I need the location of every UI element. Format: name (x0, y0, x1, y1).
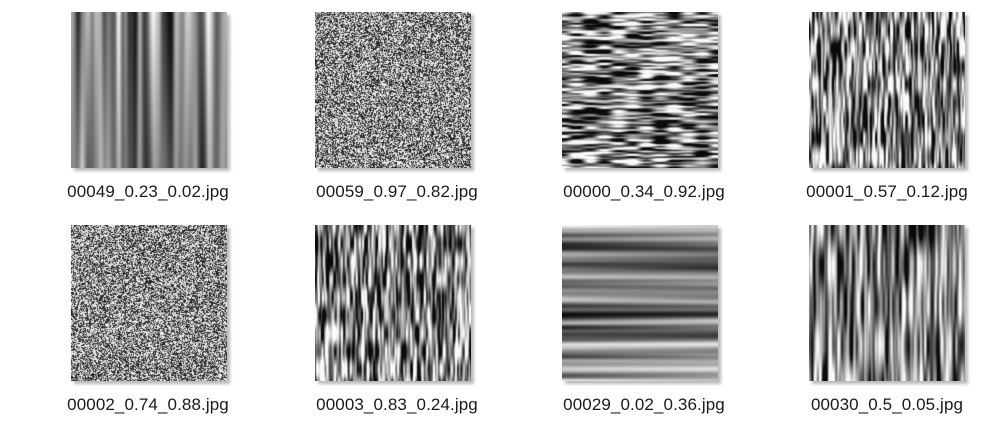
image-thumbnail (71, 225, 227, 381)
image-thumbnail (809, 225, 965, 381)
thumbnail-canvas (809, 12, 965, 168)
thumbnail-canvas (71, 225, 227, 381)
file-name: 00002_0.74_0.88.jpg (67, 395, 229, 414)
file-tile[interactable]: 00001_0.57_0.12.jpg (772, 12, 1002, 222)
file-name: 00001_0.57_0.12.jpg (806, 182, 968, 201)
file-name: 00003_0.83_0.24.jpg (316, 395, 478, 414)
file-tile[interactable]: 00049_0.23_0.02.jpg (33, 12, 263, 222)
thumbnail-canvas (562, 225, 718, 381)
file-name: 00029_0.02_0.36.jpg (563, 395, 725, 414)
file-tile[interactable]: 00059_0.97_0.82.jpg (282, 12, 512, 222)
image-thumbnail (809, 12, 965, 168)
file-tile[interactable]: 00029_0.02_0.36.jpg (529, 225, 759, 435)
thumbnail-canvas (809, 225, 965, 381)
file-tile[interactable]: 00000_0.34_0.92.jpg (529, 12, 759, 222)
image-thumbnail (315, 12, 471, 168)
image-thumbnail (315, 225, 471, 381)
image-thumbnail (562, 12, 718, 168)
thumbnail-canvas (71, 12, 227, 168)
thumbnail-canvas (315, 225, 471, 381)
file-name: 00000_0.34_0.92.jpg (563, 182, 725, 201)
file-tile[interactable]: 00030_0.5_0.05.jpg (772, 225, 1002, 435)
file-tile[interactable]: 00003_0.83_0.24.jpg (282, 225, 512, 435)
thumbnail-canvas (315, 12, 471, 168)
file-name: 00049_0.23_0.02.jpg (67, 182, 229, 201)
file-name: 00059_0.97_0.82.jpg (316, 182, 478, 201)
image-thumbnail (562, 225, 718, 381)
file-tile[interactable]: 00002_0.74_0.88.jpg (33, 225, 263, 435)
thumbnail-canvas (562, 12, 718, 168)
file-name: 00030_0.5_0.05.jpg (810, 395, 964, 414)
image-thumbnail (71, 12, 227, 168)
